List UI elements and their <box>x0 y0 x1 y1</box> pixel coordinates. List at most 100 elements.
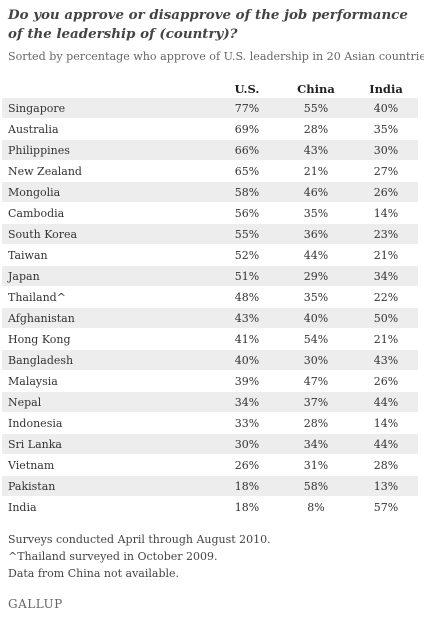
cell-us: 40% <box>216 349 278 371</box>
cell-china: 40% <box>278 307 354 329</box>
cell-india: 44% <box>354 391 418 413</box>
table-row: Sri Lanka 30% 34% 44% <box>2 433 418 455</box>
cell-china: 35% <box>278 202 354 224</box>
cell-us: 77% <box>216 97 278 119</box>
cell-country: Singapore <box>2 97 216 119</box>
cell-india: 50% <box>354 307 418 329</box>
gallup-logo: GALLUP <box>8 597 63 611</box>
cell-country: Hong Kong <box>2 328 216 350</box>
cell-india: 40% <box>354 97 418 119</box>
table-row: Thailand^ 48% 35% 22% <box>2 286 418 308</box>
table-row: Hong Kong 41% 54% 21% <box>2 328 418 350</box>
cell-india: 57% <box>354 496 418 517</box>
header-us: U.S. <box>234 81 260 96</box>
cell-us: 18% <box>216 475 278 497</box>
cell-us: 48% <box>216 286 278 308</box>
approval-table: U.S. China India Singapore 77% 55% 40% Austr… <box>2 80 418 517</box>
table-row: Cambodia 56% 35% 14% <box>2 202 418 224</box>
cell-us: 43% <box>216 307 278 329</box>
cell-india: 21% <box>354 244 418 266</box>
cell-india: 22% <box>354 286 418 308</box>
cell-us: 39% <box>216 370 278 392</box>
cell-us: 66% <box>216 139 278 161</box>
footnote: Data from China not available. <box>8 567 180 580</box>
cell-china: 28% <box>278 412 354 434</box>
cell-country: Sri Lanka <box>2 433 216 455</box>
footnote: ^Thailand surveyed in October 2009. <box>8 550 218 563</box>
cell-china: 58% <box>278 475 354 497</box>
cell-country: Japan <box>2 265 216 287</box>
cell-india: 34% <box>354 265 418 287</box>
cell-india: 43% <box>354 349 418 371</box>
cell-us: 18% <box>216 496 278 517</box>
cell-country: Bangladesh <box>2 349 216 371</box>
cell-country: India <box>2 496 216 517</box>
cell-country: Thailand^ <box>2 286 216 308</box>
cell-us: 55% <box>216 223 278 245</box>
cell-china: 43% <box>278 139 354 161</box>
cell-us: 58% <box>216 181 278 203</box>
cell-us: 52% <box>216 244 278 266</box>
page-title: Do you approve or disapprove of the job … <box>8 7 408 42</box>
cell-country: New Zealand <box>2 160 216 182</box>
table-row: Mongolia 58% 46% 26% <box>2 181 418 203</box>
table-row: India 18% 8% 57% <box>2 496 418 517</box>
table-row: Philippines 66% 43% 30% <box>2 139 418 161</box>
cell-country: Philippines <box>2 139 216 161</box>
cell-china: 47% <box>278 370 354 392</box>
cell-country: Mongolia <box>2 181 216 203</box>
cell-india: 14% <box>354 412 418 434</box>
table-row: Malaysia 39% 47% 26% <box>2 370 418 392</box>
cell-india: 14% <box>354 202 418 224</box>
cell-country: Afghanistan <box>2 307 216 329</box>
cell-us: 56% <box>216 202 278 224</box>
cell-china: 54% <box>278 328 354 350</box>
cell-country: Malaysia <box>2 370 216 392</box>
cell-india: 28% <box>354 454 418 476</box>
header-country <box>2 80 216 98</box>
cell-country: Australia <box>2 118 216 140</box>
cell-india: 27% <box>354 160 418 182</box>
table-row: New Zealand 65% 21% 27% <box>2 160 418 182</box>
footnote: Surveys conducted April through August 2… <box>8 533 271 546</box>
cell-china: 35% <box>278 286 354 308</box>
cell-india: 26% <box>354 370 418 392</box>
cell-china: 36% <box>278 223 354 245</box>
table-row: Pakistan 18% 58% 13% <box>2 475 418 497</box>
cell-china: 29% <box>278 265 354 287</box>
table-row: Afghanistan 43% 40% 50% <box>2 307 418 329</box>
cell-us: 65% <box>216 160 278 182</box>
cell-india: 21% <box>354 328 418 350</box>
cell-india: 13% <box>354 475 418 497</box>
cell-us: 69% <box>216 118 278 140</box>
cell-us: 26% <box>216 454 278 476</box>
cell-us: 33% <box>216 412 278 434</box>
cell-us: 41% <box>216 328 278 350</box>
table-row: Nepal 34% 37% 44% <box>2 391 418 413</box>
cell-country: South Korea <box>2 223 216 245</box>
cell-china: 28% <box>278 118 354 140</box>
table-header-row: U.S. China India <box>2 80 418 98</box>
cell-us: 51% <box>216 265 278 287</box>
cell-country: Cambodia <box>2 202 216 224</box>
table-row: Singapore 77% 55% 40% <box>2 97 418 119</box>
cell-us: 30% <box>216 433 278 455</box>
cell-china: 34% <box>278 433 354 455</box>
cell-country: Nepal <box>2 391 216 413</box>
cell-china: 8% <box>278 496 354 517</box>
cell-india: 23% <box>354 223 418 245</box>
cell-india: 35% <box>354 118 418 140</box>
table-row: Taiwan 52% 44% 21% <box>2 244 418 266</box>
cell-us: 34% <box>216 391 278 413</box>
cell-india: 30% <box>354 139 418 161</box>
table-row: Indonesia 33% 28% 14% <box>2 412 418 434</box>
footnotes: Surveys conducted April through August 2… <box>8 531 420 582</box>
cell-india: 26% <box>354 181 418 203</box>
table-row: Japan 51% 29% 34% <box>2 265 418 287</box>
cell-china: 46% <box>278 181 354 203</box>
cell-china: 30% <box>278 349 354 371</box>
table-body: Singapore 77% 55% 40% Australia 69% 28% 35% Phil… <box>2 97 418 517</box>
cell-country: Vietnam <box>2 454 216 476</box>
cell-china: 31% <box>278 454 354 476</box>
